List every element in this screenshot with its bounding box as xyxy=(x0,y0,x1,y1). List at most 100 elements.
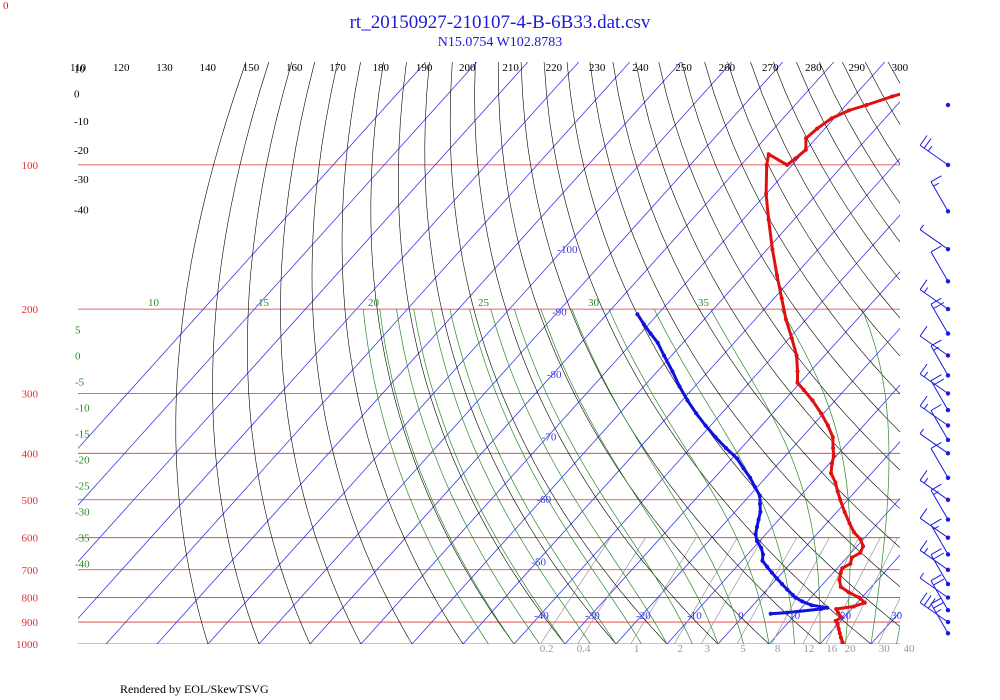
mixing-ratio-line xyxy=(630,537,697,644)
temperature-point xyxy=(840,566,845,571)
moist-adiabat-line xyxy=(922,309,997,644)
moist-adiabat-line xyxy=(710,308,821,644)
temperature-point xyxy=(846,108,851,113)
dewpoint-point xyxy=(662,353,666,358)
wind-barb-staff xyxy=(919,373,949,394)
moist-adiabat-left-label: -35 xyxy=(75,533,90,545)
isotherm-line xyxy=(717,441,900,644)
temperature-point xyxy=(839,615,844,620)
isotherm-line xyxy=(513,214,900,644)
dry-adiabat-line xyxy=(612,62,900,548)
wind-barb xyxy=(919,224,951,252)
wind-barb-flag xyxy=(930,404,942,411)
isotherm-label: -30 xyxy=(585,610,600,622)
top-axis-tick-label: 200 xyxy=(459,62,476,74)
temperature-point xyxy=(849,555,854,560)
wind-barb xyxy=(919,325,951,358)
wind-barb-staff xyxy=(919,229,949,250)
mixing-ratio-label: 20 xyxy=(845,643,857,655)
wind-barb xyxy=(930,245,951,284)
temperature-point xyxy=(838,497,843,502)
wind-barb-flag xyxy=(933,302,945,309)
dewpoint-point xyxy=(670,369,675,374)
dry-adiabat-line xyxy=(449,62,668,644)
temperature-point xyxy=(766,152,771,157)
wind-barb xyxy=(930,404,951,443)
dewpoint-point xyxy=(759,545,764,550)
isotherm-line xyxy=(78,62,529,563)
dewpoint-point xyxy=(748,475,753,480)
dewpoint-point xyxy=(758,509,763,514)
isotherm-line xyxy=(564,271,900,644)
wind-barb xyxy=(919,279,951,312)
pressure-tick-label: 800 xyxy=(22,593,39,605)
dry-adiabat-line xyxy=(341,62,464,644)
dry-adiabat-line xyxy=(589,62,900,588)
wind-barb-flag xyxy=(930,245,942,253)
mixing-ratio-line xyxy=(877,597,900,644)
wind-barb-flag xyxy=(930,297,942,305)
wind-barb xyxy=(919,540,951,572)
dewpoint-point xyxy=(793,595,798,600)
wind-barb-flag xyxy=(930,574,942,582)
dry-adiabat-label: 0 xyxy=(74,89,80,101)
top-axis-tick-label: 150 xyxy=(243,62,260,74)
temperature-point xyxy=(764,162,769,167)
wind-barb xyxy=(930,339,951,378)
corner-mark: 0 xyxy=(3,0,9,12)
wind-barb-flag xyxy=(919,508,928,519)
rendered-by-footer: Rendered by EOL/SkewTSVG xyxy=(120,682,269,696)
wind-barb-flag xyxy=(923,138,932,149)
wind-barb-flag xyxy=(923,595,932,606)
temperature-point xyxy=(851,604,856,609)
isotherm-label: -90 xyxy=(552,307,567,319)
top-axis-tick-label: 160 xyxy=(286,62,303,74)
moist-adiabat-line xyxy=(396,309,540,644)
wind-barb-flag xyxy=(923,403,929,410)
temperature-point xyxy=(837,631,842,636)
isotherm-label: -60 xyxy=(537,494,552,506)
dry-adiabat-line xyxy=(424,62,617,644)
wind-barb xyxy=(919,470,951,502)
moist-adiabat-line xyxy=(449,309,617,644)
mixing-ratio-line xyxy=(802,537,860,644)
wind-barb xyxy=(930,297,951,336)
isotherm-line xyxy=(207,62,733,644)
dry-adiabat-line xyxy=(980,62,1000,644)
mixing-ratio-label: 0.2 xyxy=(540,643,554,655)
pressure-tick-label: 600 xyxy=(22,533,39,545)
isotherm-line xyxy=(411,101,900,644)
isotherm-label: -70 xyxy=(542,432,557,444)
temperature-point xyxy=(825,423,830,428)
wind-barb-flag xyxy=(919,592,928,603)
wind-barb-staff xyxy=(919,577,949,599)
temperature-point xyxy=(801,388,806,392)
wind-barb-flag xyxy=(933,346,939,351)
dewpoint-point xyxy=(677,384,682,389)
isotherm-line xyxy=(819,554,900,644)
wind-barb-staff xyxy=(919,517,949,539)
dewpoint-point xyxy=(780,582,785,587)
dewpoint-point xyxy=(785,610,789,615)
wind-barb xyxy=(945,102,951,108)
pressure-tick-label: 300 xyxy=(22,389,39,401)
dry-adiabat-line xyxy=(566,62,900,628)
isotherm-label: 10 xyxy=(789,610,801,622)
mixing-ratio-label: 40 xyxy=(904,643,916,655)
isotherm-label: -20 xyxy=(636,610,651,622)
wind-barb-flag xyxy=(919,135,928,146)
temperature-point xyxy=(789,336,794,341)
wind-barb xyxy=(919,508,951,540)
temperature-point xyxy=(819,411,824,416)
moist-adiabat-line xyxy=(571,308,744,644)
temperature-point xyxy=(858,537,863,542)
moist-adiabat-left-label: -40 xyxy=(75,559,90,571)
temperature-point xyxy=(837,577,842,582)
temperature-point xyxy=(794,353,799,358)
wind-barb-staff xyxy=(930,303,949,334)
wind-barb xyxy=(930,518,951,557)
moist-adiabat-left-label: -15 xyxy=(75,429,90,441)
dry-adiabat-line xyxy=(681,62,900,433)
dewpoint-point xyxy=(790,592,795,597)
moist-adiabat-label: 15 xyxy=(258,297,270,309)
